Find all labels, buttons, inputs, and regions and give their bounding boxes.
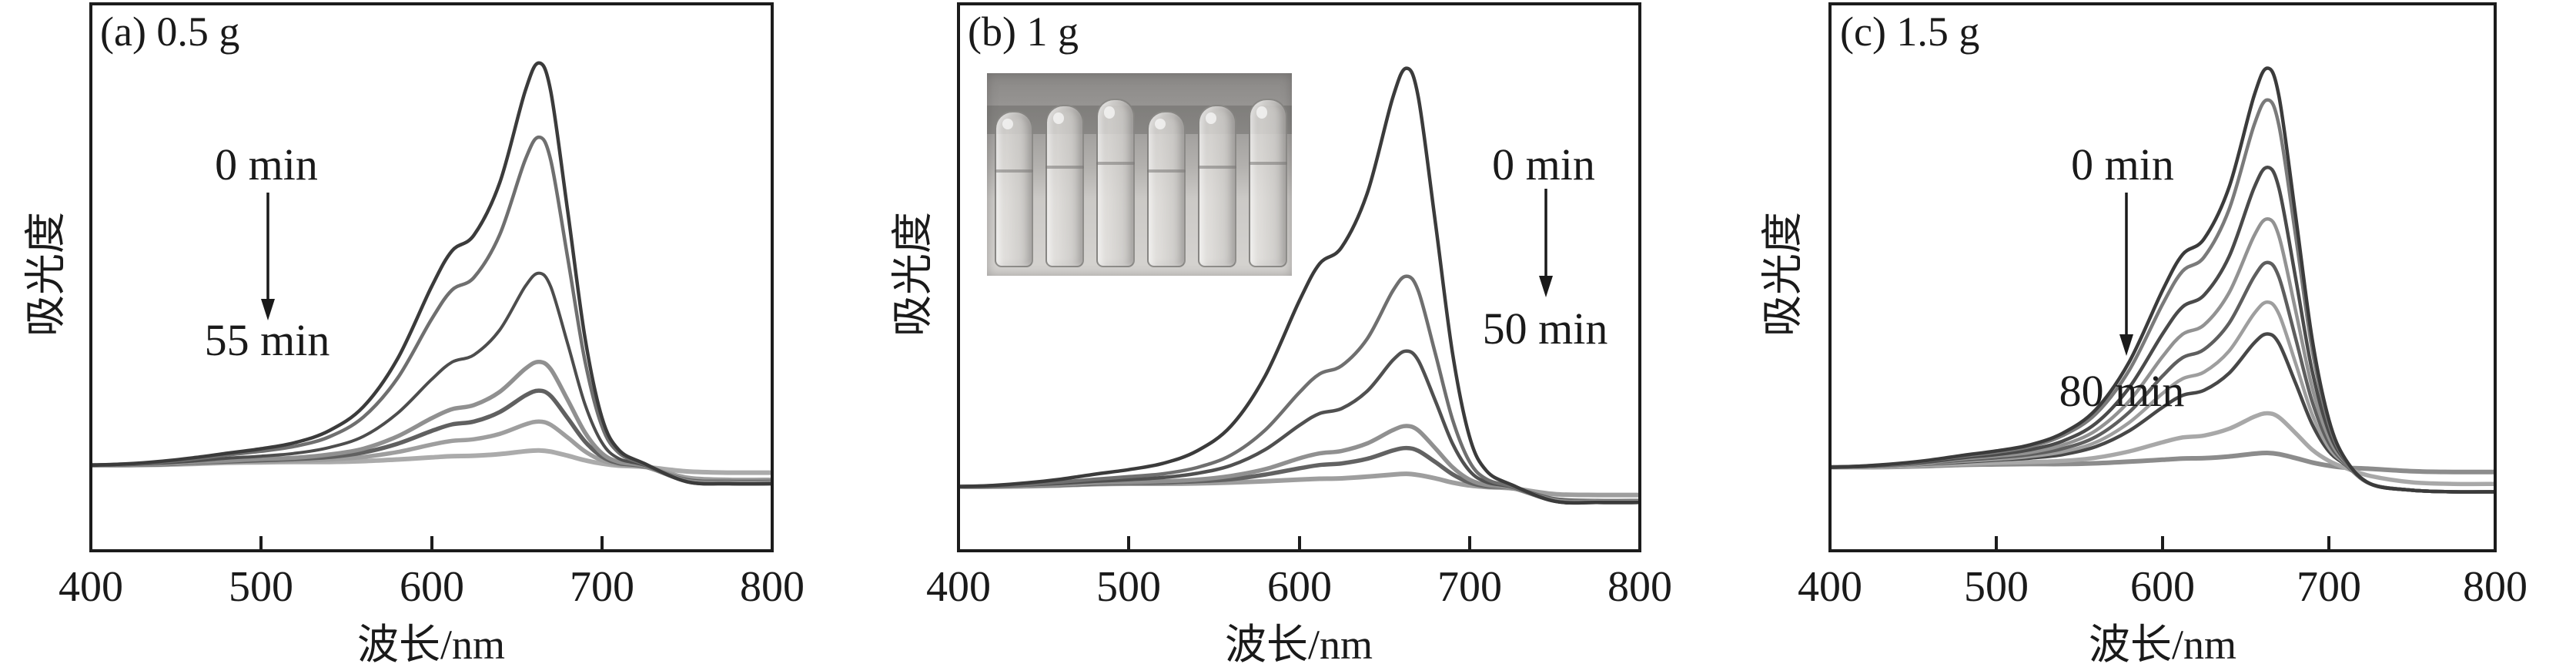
panel-b-title: (b) 1 g bbox=[968, 8, 1079, 55]
test-tubes-photo-inset bbox=[987, 73, 1292, 276]
panel-b-xtick-800: 800 bbox=[1607, 563, 1672, 611]
panel-a-xtick-700: 700 bbox=[570, 563, 634, 611]
photo-background-band bbox=[987, 106, 1292, 134]
panel-c-end-time-label: 80 min bbox=[2059, 366, 2185, 416]
panel-c-xtick-500: 500 bbox=[1964, 563, 2029, 611]
test-tube-1 bbox=[995, 110, 1033, 268]
time-arrow-panel-b bbox=[1539, 189, 1553, 297]
panel-c-y-axis-label: 吸光度 bbox=[1759, 212, 1806, 337]
panel-b-y-axis-label: 吸光度 bbox=[889, 212, 936, 337]
spectrum-curve-0-min bbox=[92, 61, 771, 486]
panel-b-xtick-500: 500 bbox=[1096, 563, 1161, 611]
spectrum-curve bbox=[92, 271, 771, 486]
spectrum-curve bbox=[92, 135, 771, 486]
panel-b-xtick-600: 600 bbox=[1267, 563, 1332, 611]
spectrum-curve bbox=[960, 274, 1638, 505]
panel-b-start-time-label: 0 min bbox=[1492, 139, 1595, 189]
panel-c-xtick-800: 800 bbox=[2463, 563, 2527, 611]
test-tube-4 bbox=[1147, 110, 1186, 268]
time-arrows bbox=[261, 189, 2133, 356]
panel-b-x-axis-label: 波长/nm bbox=[1224, 622, 1373, 664]
panel-a-xtick-800: 800 bbox=[740, 563, 805, 611]
spectrum-curve-0-min bbox=[1832, 66, 2494, 494]
panel-c-xtick-700: 700 bbox=[2297, 563, 2361, 611]
panel-a-start-time-label: 0 min bbox=[215, 139, 318, 189]
panel-c-x-axis-label: 波长/nm bbox=[2088, 622, 2236, 664]
panel-b-xtick-700: 700 bbox=[1437, 563, 1502, 611]
spectra-curves-panel-b bbox=[960, 66, 1638, 505]
panel-a-end-time-label: 55 min bbox=[204, 315, 330, 365]
panel-a-xtick-500: 500 bbox=[229, 563, 293, 611]
time-arrow-panel-c bbox=[2119, 193, 2133, 356]
spectra-curves-panel-a bbox=[92, 61, 771, 486]
spectrum-curve-0-min bbox=[960, 66, 1638, 505]
time-arrow-panel-a bbox=[261, 193, 275, 320]
x-tick-marks bbox=[259, 536, 2330, 551]
panel-a-title: (a) 0.5 g bbox=[100, 8, 240, 55]
panel-b-end-time-label: 50 min bbox=[1482, 303, 1608, 354]
spectra-curves-panel-c bbox=[1832, 66, 2494, 494]
panel-c-title: (c) 1.5 g bbox=[1840, 8, 1980, 55]
panel-c-xtick-600: 600 bbox=[2130, 563, 2195, 611]
test-tube-2 bbox=[1045, 104, 1084, 268]
panel-a-xtick-400: 400 bbox=[59, 563, 123, 611]
spectrum-curve bbox=[92, 359, 771, 485]
panel-a-xtick-600: 600 bbox=[400, 563, 464, 611]
spectrum-curve bbox=[1832, 411, 2494, 487]
spectrum-curve bbox=[960, 445, 1638, 504]
panel-a-x-axis-label: 波长/nm bbox=[356, 622, 505, 664]
panel-c-start-time-label: 0 min bbox=[2071, 139, 2174, 189]
test-tube-5 bbox=[1198, 104, 1236, 268]
panel-c-xtick-400: 400 bbox=[1798, 563, 1862, 611]
test-tube-3 bbox=[1096, 98, 1135, 268]
spectrum-curve bbox=[1832, 216, 2494, 494]
panel-a-y-axis-label: 吸光度 bbox=[22, 212, 69, 337]
test-tube-6 bbox=[1249, 98, 1287, 268]
spectrum-curve bbox=[960, 349, 1638, 505]
panel-b-xtick-400: 400 bbox=[926, 563, 991, 611]
